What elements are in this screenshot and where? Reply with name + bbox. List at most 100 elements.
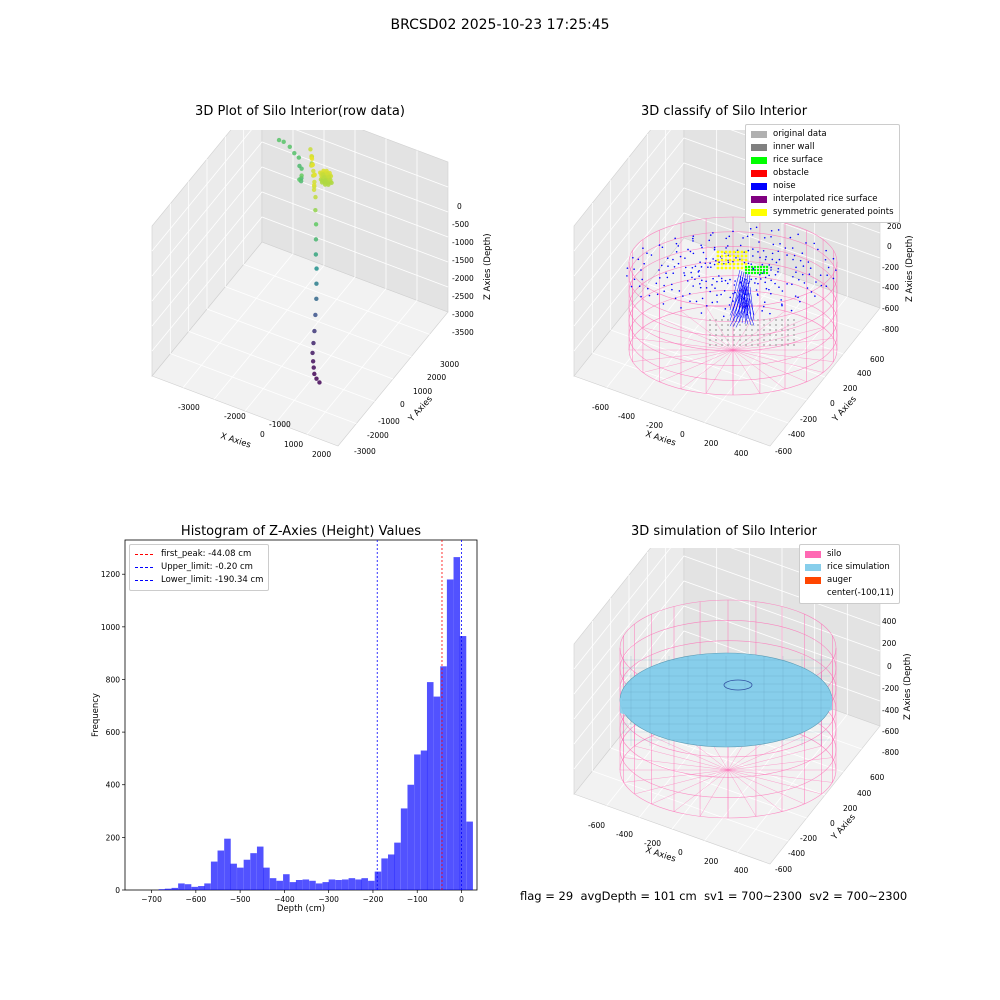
auger-marker [723,679,753,691]
silo-spoke [634,745,729,771]
original-point [721,334,723,336]
noise-point [825,285,828,288]
noise-point [716,280,718,283]
histogram-bar [414,754,421,890]
histogram-bar [171,887,179,890]
original-point [751,344,753,346]
histogram-bar [191,886,198,890]
depth-histogram[interactable]: −700 −600 −500 −400 −300 −200 −100 0 0 200 400 600 8… [85,535,485,920]
rice-surface-point [747,265,751,269]
noise-point [755,289,758,291]
original-point [721,324,723,326]
original-point [763,324,765,326]
p4-ztick: 0 [887,662,892,671]
legend-entry: symmetric generated points [751,206,894,219]
p4-xtick: 200 [704,857,719,866]
avg-depth-value: avgDepth = 101 cm [580,889,697,903]
panel4-x-ticks: -600 -400 -200 0 200 400 [588,821,749,875]
p2-ytick: 600 [870,355,885,364]
noise-point [694,265,697,268]
raw-data-point [313,312,318,318]
histogram-bar [164,888,172,890]
p4-ztick: -800 [882,748,899,757]
rice-surface-point [750,265,754,269]
histogram-bar [289,882,297,890]
noise-point [709,234,712,236]
histogram-bar [420,750,428,890]
noise-point [758,241,760,243]
raw-data-point [317,380,322,385]
rice-surface-point [765,271,769,275]
noise-stroke [732,288,743,322]
y-tick-label: 1000 [101,623,120,632]
panel4-title: 3D simulation of Silo Interior [631,524,817,539]
noise-point [791,283,793,286]
legend-label: original data [773,129,827,139]
raw-data-point [297,177,302,182]
p2-xtick: -200 [646,421,663,430]
p1-ytick: 2000 [427,373,446,382]
noise-point [768,264,771,266]
noise-stroke [738,290,747,323]
noise-point [679,255,682,258]
rice-surface-point [756,271,760,275]
noise-point [794,295,797,297]
noise-point [660,264,663,267]
noise-point [712,258,714,260]
noise-point [711,301,714,304]
original-point [739,334,741,336]
noise-point [761,263,764,266]
p1-ytick: -3000 [354,447,376,456]
noise-point [691,276,693,279]
silo-spoke [732,327,824,351]
symmetric-point [732,258,736,262]
noise-point [700,312,703,314]
silo-spoke [632,338,734,351]
noise-point [742,237,744,239]
original-point [781,329,783,331]
noise-stroke [739,275,749,314]
p1-ztick: -500 [452,220,469,229]
p4-ytick: 0 [830,819,835,828]
noise-point [769,312,771,315]
noise-point [692,252,695,255]
noise-point [759,256,761,259]
noise-point [666,276,669,279]
noise-stroke [749,286,755,321]
original-point [781,324,783,326]
raw-data-point [311,187,317,192]
original-point [715,319,717,321]
height-gridline [151,130,449,252]
noise-point [778,286,780,288]
p4-xtick: -200 [644,839,661,848]
histogram-bar [198,886,205,890]
noise-point [633,278,636,281]
raw-3d-scatter[interactable]: -3000 -2000 -1000 0 1000 2000 3000 2000 … [130,130,500,470]
legend-label: obstacle [773,168,809,178]
original-point [709,344,711,346]
panel2-x-ticks: -600 -400 -200 0 200 400 [592,403,749,458]
symmetric-point [732,250,736,254]
noise-point [751,233,754,236]
symmetric-point [724,266,728,270]
p1-ztick: -1000 [452,238,474,247]
rice-surface-point [759,268,763,272]
p1-ztick: 0 [457,202,462,211]
noise-point [720,277,723,280]
symmetric-point [736,266,740,270]
swatch-interpolated [751,196,767,203]
legend-entry: inner wall [751,141,894,154]
histogram-bar [250,853,257,890]
symmetric-point [732,262,736,266]
original-point [733,344,735,346]
raw-data-point [314,266,319,271]
original-point [763,334,765,336]
p1-ytick: -2000 [367,431,389,440]
noise-point [643,262,645,265]
original-point [775,334,777,336]
noise-point [690,271,692,274]
noise-stroke [735,289,745,323]
noise-point [691,266,694,269]
noise-point [786,254,788,256]
